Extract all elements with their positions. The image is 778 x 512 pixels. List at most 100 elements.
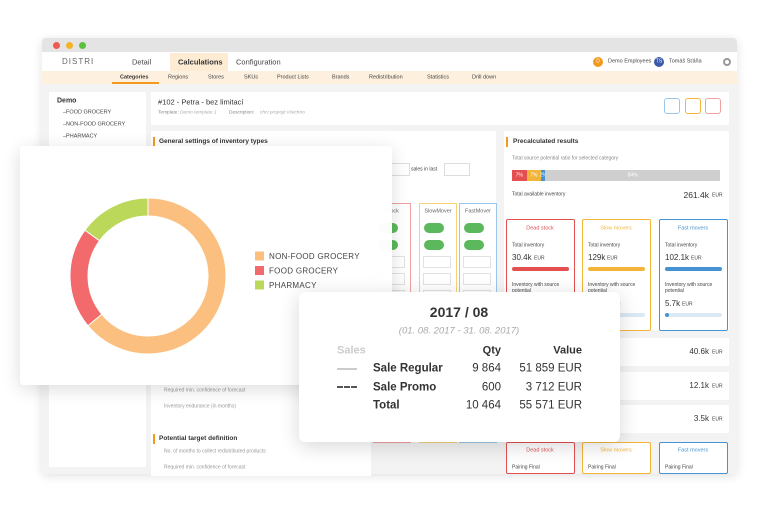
row-value: 55 571 EUR <box>519 399 582 412</box>
panel-accent <box>506 137 508 147</box>
period-range: (01. 08. 2017 - 31. 08. 2017) <box>398 325 520 337</box>
result-card <box>659 219 728 331</box>
row-value: 3 712 EUR <box>525 380 582 393</box>
card-label: Inventory with source potential <box>665 282 713 294</box>
sales-card: 2017 / 08 (01. 08. 2017 - 31. 08. 2017) Sa… <box>299 292 620 442</box>
window-dot <box>66 42 73 49</box>
field-label: Inventory endurance (in months) <box>164 403 236 410</box>
progress-bar <box>665 313 669 317</box>
column-header: Sales <box>337 344 366 357</box>
result-card <box>582 442 651 474</box>
user-name: Tomáš Sťáňa <box>669 58 702 65</box>
ratio-segment <box>526 170 542 181</box>
unit: EUR <box>712 349 723 356</box>
nav-tab[interactable]: Detail <box>132 57 152 67</box>
column-header: FastMover <box>465 208 491 215</box>
panel-title: Precalculated results <box>513 137 579 145</box>
sub-tab[interactable]: Stores <box>208 74 224 81</box>
card-title: Fast movers <box>677 225 709 232</box>
sub-tab[interactable]: Regions <box>168 74 189 81</box>
panel-title: General settings of inventory types <box>159 137 268 145</box>
sub-tab[interactable]: Drill down <box>472 74 497 81</box>
sub-tab[interactable]: Statistics <box>427 74 450 81</box>
unit: EUR <box>691 255 702 262</box>
tree-item[interactable]: –NON-FOOD GROCERY <box>63 121 126 128</box>
action-button[interactable] <box>685 98 701 114</box>
progress-bar <box>512 267 569 271</box>
card-title: Slow movers <box>600 225 632 232</box>
result-card <box>659 442 728 474</box>
row-label: Total <box>373 399 400 412</box>
panel-title: Potential target definition <box>159 434 238 442</box>
meta-label: Description: <box>229 110 255 116</box>
donut-slice <box>69 229 103 327</box>
ratio-label: 7% <box>530 172 538 179</box>
unit: EUR <box>607 255 618 262</box>
settings-icon <box>723 58 731 66</box>
meta-value: Demo template 1 <box>180 110 217 116</box>
card-label: Total inventory <box>512 242 545 249</box>
row-value: 51 859 EUR <box>519 362 582 375</box>
ratio-segment <box>512 170 527 181</box>
ratio-label: 7% <box>515 172 523 179</box>
user-avatar <box>654 57 664 67</box>
toggle[interactable] <box>464 240 484 250</box>
toggle[interactable] <box>464 223 484 233</box>
row-value: 40.6k <box>689 347 709 356</box>
progress-bar <box>588 267 645 271</box>
card-title: Slow movers <box>600 447 632 454</box>
total-value: 261.4k <box>683 189 709 200</box>
column-header: Qty <box>482 344 501 357</box>
legend-swatch <box>255 251 264 261</box>
tree-root: Demo <box>57 97 77 105</box>
card-label: Inventory with source potential <box>512 282 560 294</box>
result-card <box>506 442 575 474</box>
nav-tab[interactable]: Calculations <box>178 57 223 67</box>
row-label: Sale Promo <box>373 380 437 393</box>
donut-card: NON-FOOD GROCERY FOOD GROCERY PHARMACY <box>20 146 392 385</box>
sub-tab[interactable]: Product Lists <box>277 74 309 81</box>
page-title: #102 - Petra - bez limitací <box>158 97 244 107</box>
row-label: Sale Regular <box>373 362 443 375</box>
sub-tab[interactable]: Brands <box>332 74 350 81</box>
tree-item[interactable]: –PHARMACY <box>63 133 98 140</box>
ratio-label: 84% <box>627 172 638 179</box>
brand: DISTRI <box>62 57 95 66</box>
unit: EUR <box>712 192 723 199</box>
row-qty: 600 <box>481 380 501 393</box>
legend-label: PHARMACY <box>269 281 317 290</box>
card-title: Dead stock <box>526 447 554 454</box>
card-title: Fast movers <box>677 447 709 454</box>
sub-tab[interactable]: SKUs <box>244 74 259 81</box>
card-value: 30.4k <box>512 253 532 262</box>
avatar-initial: D <box>596 58 600 65</box>
sub-tab[interactable]: Redistribution <box>369 74 403 81</box>
column-header: Stock <box>385 208 399 215</box>
column-header: SlowMover <box>424 208 452 215</box>
avatar-initial: TS <box>655 58 663 65</box>
action-button[interactable] <box>664 98 680 114</box>
field-label: sales in last <box>411 166 438 173</box>
panel-accent <box>153 434 155 444</box>
card-label: Pairing Final <box>512 464 540 471</box>
row-value: 3.5k <box>693 414 709 423</box>
sub-tab[interactable]: Categories <box>120 74 149 81</box>
header-panel <box>151 92 729 125</box>
input <box>390 163 410 176</box>
ratio-segment <box>541 170 546 181</box>
legend-swatch <box>255 280 264 290</box>
column-header: Value <box>553 344 582 357</box>
nav-tab[interactable]: Configuration <box>236 57 281 67</box>
ratio-label: Total source potential ratio for selecte… <box>512 155 619 162</box>
action-button[interactable] <box>705 98 721 114</box>
row-qty: 10 464 <box>465 399 501 412</box>
ratio-segment <box>545 170 720 181</box>
toggle[interactable] <box>424 240 444 250</box>
input <box>463 256 491 268</box>
line-marker <box>337 386 357 388</box>
tree-item[interactable]: –FOOD GROCERY <box>63 109 112 116</box>
window-dot <box>53 42 60 49</box>
total-label: Total available inventory <box>512 191 566 198</box>
toggle[interactable] <box>424 223 444 233</box>
